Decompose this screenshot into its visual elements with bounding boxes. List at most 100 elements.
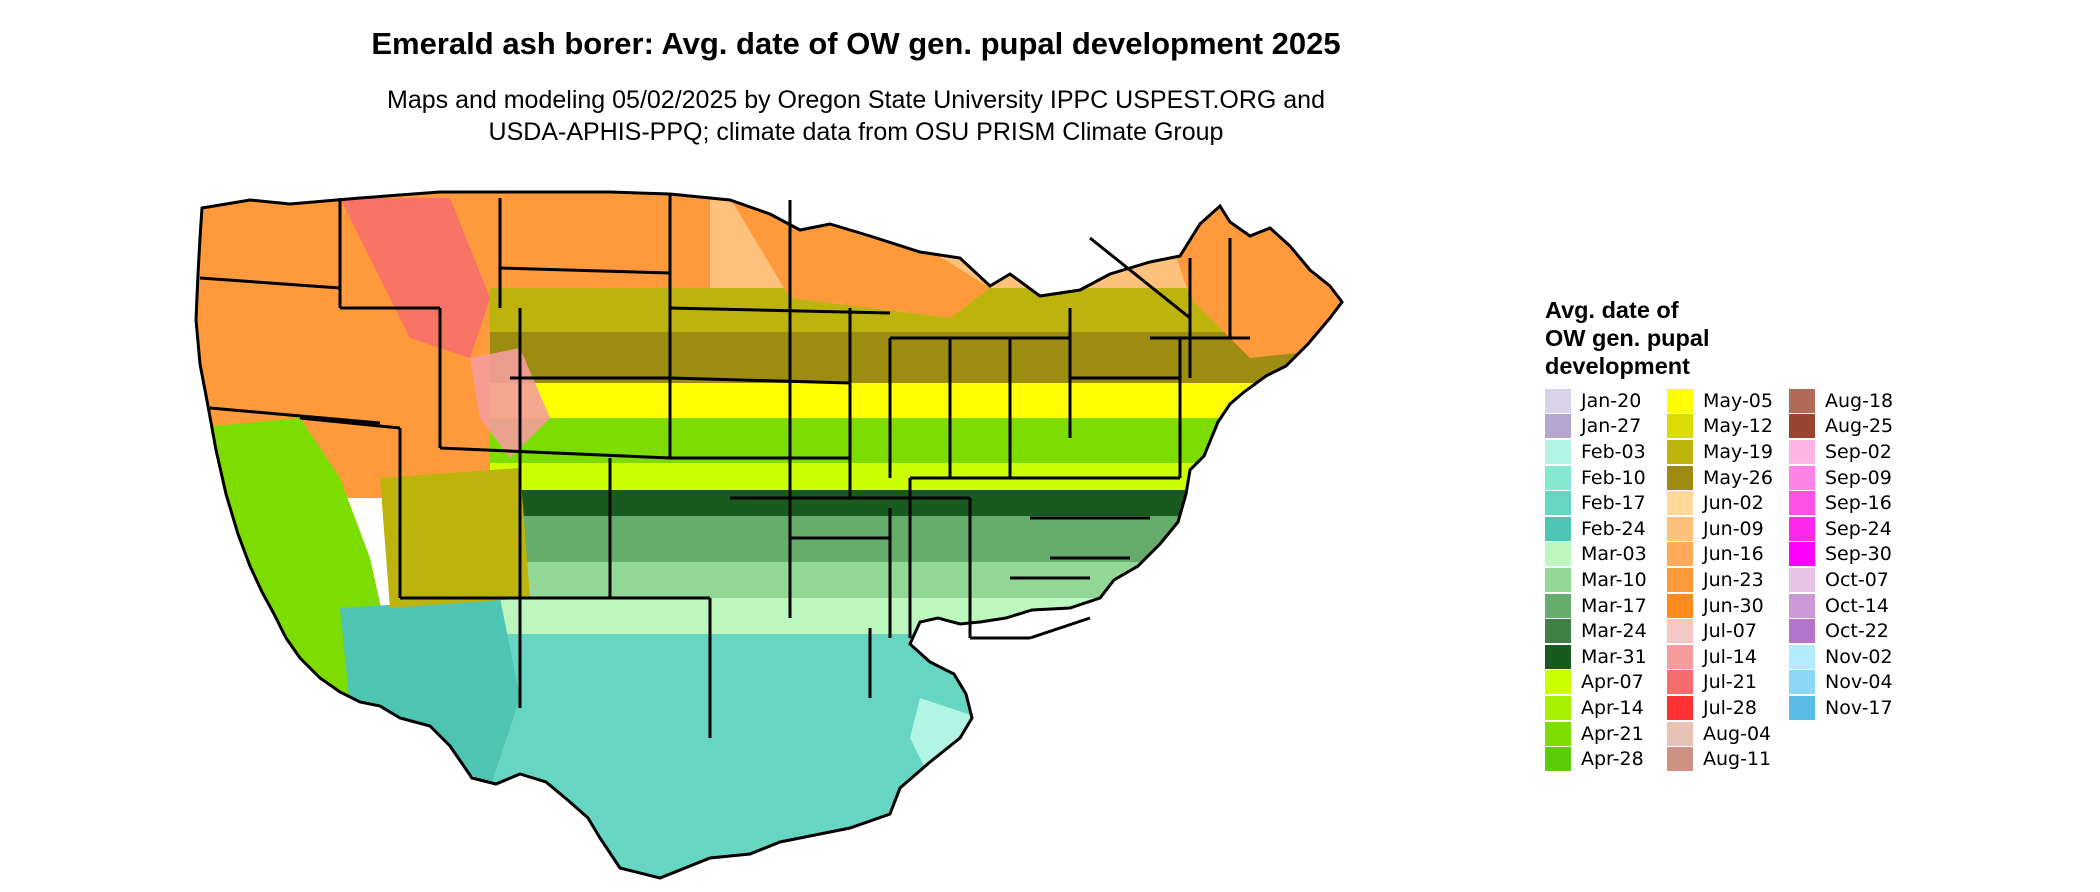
legend-item: Oct-22 [1789,618,1911,644]
legend-label: Nov-17 [1825,696,1893,719]
legend-swatch [1667,465,1693,490]
legend-item: Nov-04 [1789,670,1911,696]
legend-swatch [1667,491,1693,516]
legend-swatch [1545,542,1571,567]
legend-item: Feb-03 [1545,439,1667,465]
legend-item: May-19 [1667,439,1789,465]
legend-item: Oct-14 [1789,593,1911,619]
us-degree-day-map [194,190,1344,880]
legend-item: Jul-28 [1667,695,1789,721]
legend-title-line: development [1545,353,1690,379]
legend-swatch [1667,439,1693,464]
legend-label: Jul-28 [1703,696,1757,719]
legend-swatch [1789,593,1815,618]
legend-swatch [1667,619,1693,644]
legend-swatch [1789,516,1815,541]
legend-swatch [1545,619,1571,644]
legend-label: Sep-30 [1825,543,1892,566]
legend-label: Nov-04 [1825,671,1893,694]
legend-item: Jul-14 [1667,644,1789,670]
legend-swatch [1667,388,1693,413]
legend-item: Apr-07 [1545,670,1667,696]
legend-item: Sep-02 [1789,439,1911,465]
legend-item: Jun-09 [1667,516,1789,542]
legend-swatch [1667,721,1693,746]
legend-label: Jun-23 [1703,568,1764,591]
legend-swatch [1545,695,1571,720]
legend-swatch [1667,542,1693,567]
legend-swatch [1667,644,1693,669]
legend-swatch [1789,542,1815,567]
legend-label: Jun-30 [1703,594,1764,617]
legend-label: Mar-10 [1581,568,1647,591]
legend-swatch [1667,516,1693,541]
legend-swatch [1545,439,1571,464]
legend-label: Apr-07 [1581,671,1644,694]
legend-swatch [1545,491,1571,516]
legend-item: Sep-30 [1789,542,1911,568]
legend-item: Mar-03 [1545,542,1667,568]
legend-item: Oct-07 [1789,567,1911,593]
legend-item: May-12 [1667,414,1789,440]
legend-item: Jun-16 [1667,542,1789,568]
legend-swatch [1667,747,1693,772]
legend-label: Jul-21 [1703,671,1757,694]
legend-label: Feb-03 [1581,440,1646,463]
legend-swatch [1545,414,1571,439]
legend-item: Feb-24 [1545,516,1667,542]
legend-swatch [1545,644,1571,669]
legend-item: Apr-21 [1545,721,1667,747]
legend-item: Aug-11 [1667,746,1789,772]
legend-label: Aug-25 [1825,415,1894,438]
legend-label: Aug-11 [1703,748,1772,771]
legend-item: Jun-23 [1667,567,1789,593]
subtitle-line-2: USDA-APHIS-PPQ; climate data from OSU PR… [488,118,1224,146]
legend-swatch [1545,465,1571,490]
legend-label: May-26 [1703,466,1773,489]
legend-label: May-12 [1703,415,1773,438]
legend-swatch [1545,721,1571,746]
legend-label: Mar-31 [1581,645,1647,668]
legend-label: Jun-09 [1703,517,1764,540]
legend-item: Aug-18 [1789,388,1911,414]
legend-swatch [1789,491,1815,516]
legend-item: Sep-16 [1789,490,1911,516]
legend-label: Mar-24 [1581,620,1647,643]
legend-label: Feb-17 [1581,492,1646,515]
legend-label: Aug-18 [1825,389,1894,412]
legend: Avg. date of OW gen. pupal development J… [1545,296,1965,772]
legend-swatch [1667,670,1693,695]
legend-swatch [1545,388,1571,413]
legend-item: Jan-27 [1545,414,1667,440]
legend-label: Aug-04 [1703,722,1772,745]
legend-label: Apr-21 [1581,722,1644,745]
legend-item: Apr-14 [1545,695,1667,721]
legend-item: Sep-24 [1789,516,1911,542]
legend-swatch [1789,388,1815,413]
legend-label: Jun-02 [1703,492,1764,515]
legend-column: Jan-20 Jan-27 Feb-03 Feb-10 Feb-17 Feb-24 Mar-… [1545,388,1667,772]
legend-swatch [1667,414,1693,439]
legend-swatch [1667,567,1693,592]
legend-label: Jul-14 [1703,645,1757,668]
legend-item: May-26 [1667,465,1789,491]
legend-label: Nov-02 [1825,645,1893,668]
legend-label: May-19 [1703,440,1773,463]
legend-item: Nov-17 [1789,695,1911,721]
legend-label: Jan-27 [1581,415,1642,438]
legend-title: Avg. date of OW gen. pupal development [1545,296,1965,380]
legend-swatch [1789,619,1815,644]
legend-swatch [1789,670,1815,695]
legend-swatch [1789,414,1815,439]
legend-label: Sep-09 [1825,466,1892,489]
legend-label: Jul-07 [1703,620,1757,643]
legend-label: Oct-22 [1825,620,1889,643]
legend-item: Jan-20 [1545,388,1667,414]
legend-item: Feb-10 [1545,465,1667,491]
legend-item: Nov-02 [1789,644,1911,670]
legend-column: May-05 May-12 May-19 May-26 Jun-02 Jun-09 Jun-… [1667,388,1789,772]
map-title: Emerald ash borer: Avg. date of OW gen. … [371,26,1341,61]
legend-swatch [1789,567,1815,592]
legend-swatch [1667,593,1693,618]
legend-item: Mar-24 [1545,618,1667,644]
